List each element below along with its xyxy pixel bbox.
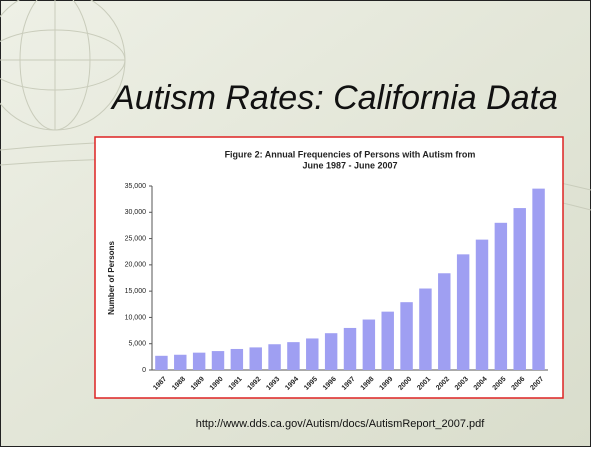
y-tick-label: 35,000 — [125, 183, 147, 190]
bar — [249, 347, 262, 370]
bar — [362, 319, 376, 370]
chart-title: June 1987 - June 2007 — [302, 160, 397, 170]
y-tick-label: 25,000 — [125, 235, 147, 242]
bar — [268, 344, 281, 370]
bar — [306, 338, 319, 370]
bar — [513, 208, 526, 370]
y-tick-label: 20,000 — [125, 262, 147, 269]
y-tick-label: 15,000 — [125, 288, 147, 295]
y-tick-label: 30,000 — [125, 209, 147, 216]
bar — [174, 354, 187, 370]
bar — [381, 311, 394, 370]
bar — [456, 254, 470, 370]
bar — [419, 288, 432, 370]
bar — [400, 302, 413, 370]
chart-title: Figure 2: Annual Frequencies of Persons … — [225, 149, 476, 159]
bar — [287, 342, 300, 370]
bar — [475, 239, 489, 370]
source-url: http://www.dds.ca.gov/Autism/docs/Autism… — [196, 418, 486, 430]
bar — [532, 188, 545, 370]
y-axis-label: Number of Persons — [107, 241, 116, 315]
bar — [438, 273, 451, 370]
y-tick-label: 0 — [142, 367, 146, 374]
bar — [343, 327, 357, 370]
bar — [324, 333, 338, 370]
y-tick-label: 5,000 — [128, 341, 146, 348]
bar — [155, 355, 168, 370]
bar — [192, 352, 206, 370]
bar — [494, 222, 508, 370]
slide-title: Autism Rates: California Data — [110, 79, 558, 117]
bar — [230, 348, 244, 370]
bar — [211, 351, 225, 370]
y-tick-label: 10,000 — [125, 314, 147, 321]
